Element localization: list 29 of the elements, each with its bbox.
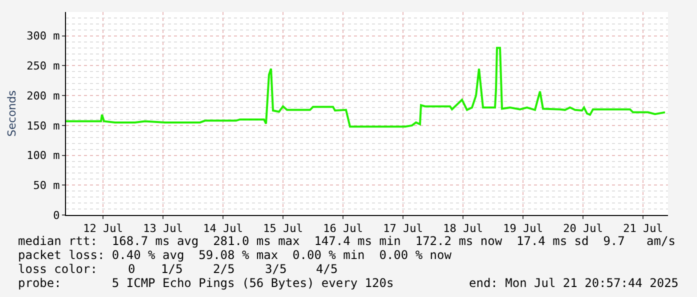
text: packet loss: 0.40 % avg 59.08 % max 0.00 % min 0.00 % now bbox=[18, 248, 452, 262]
x-tick-label: 14 Jul bbox=[203, 222, 243, 236]
x-tick-label: 19 Jul bbox=[503, 222, 543, 236]
x-tick-label: 18 Jul bbox=[443, 222, 483, 236]
y-tick-label: 300 m bbox=[26, 30, 60, 43]
x-tick-label: 17 Jul bbox=[383, 222, 423, 236]
text: 0 bbox=[128, 262, 136, 276]
x-tick-label: 12 Jul bbox=[83, 222, 123, 236]
y-tick-label: 50 m bbox=[33, 179, 60, 192]
y-tick-label: 150 m bbox=[26, 119, 60, 132]
text: end: Mon Jul 21 20:57:44 2025 bbox=[469, 276, 679, 290]
y-tick-label: 250 m bbox=[26, 60, 60, 73]
text: loss color: bbox=[18, 262, 98, 276]
text: 1/5 bbox=[161, 262, 183, 276]
y-tick-label: 100 m bbox=[26, 149, 60, 162]
text: 2/5 bbox=[213, 262, 235, 276]
y-tick-label: 200 m bbox=[26, 89, 60, 102]
y-axis-title: Seconds bbox=[5, 90, 18, 137]
y-tick-label: 0 bbox=[53, 208, 60, 222]
x-tick-label: 13 Jul bbox=[143, 222, 183, 236]
text: 3/5 bbox=[265, 262, 287, 276]
x-tick-label: 20 Jul bbox=[563, 222, 603, 236]
text: probe: 5 ICMP Echo Pings (56 Bytes) every 120s bbox=[18, 276, 394, 290]
x-tick-label: 16 Jul bbox=[323, 222, 363, 236]
text: median rtt: 168.7 ms avg 281.0 ms max 147.4 ms min 172.2 ms now 17.4 ms sd 9.7 am/s bbox=[18, 234, 676, 248]
text: 4/5 bbox=[316, 262, 338, 276]
x-tick-label: 21 Jul bbox=[623, 222, 663, 236]
x-tick-label: 15 Jul bbox=[263, 222, 303, 236]
line-series bbox=[66, 46, 666, 128]
